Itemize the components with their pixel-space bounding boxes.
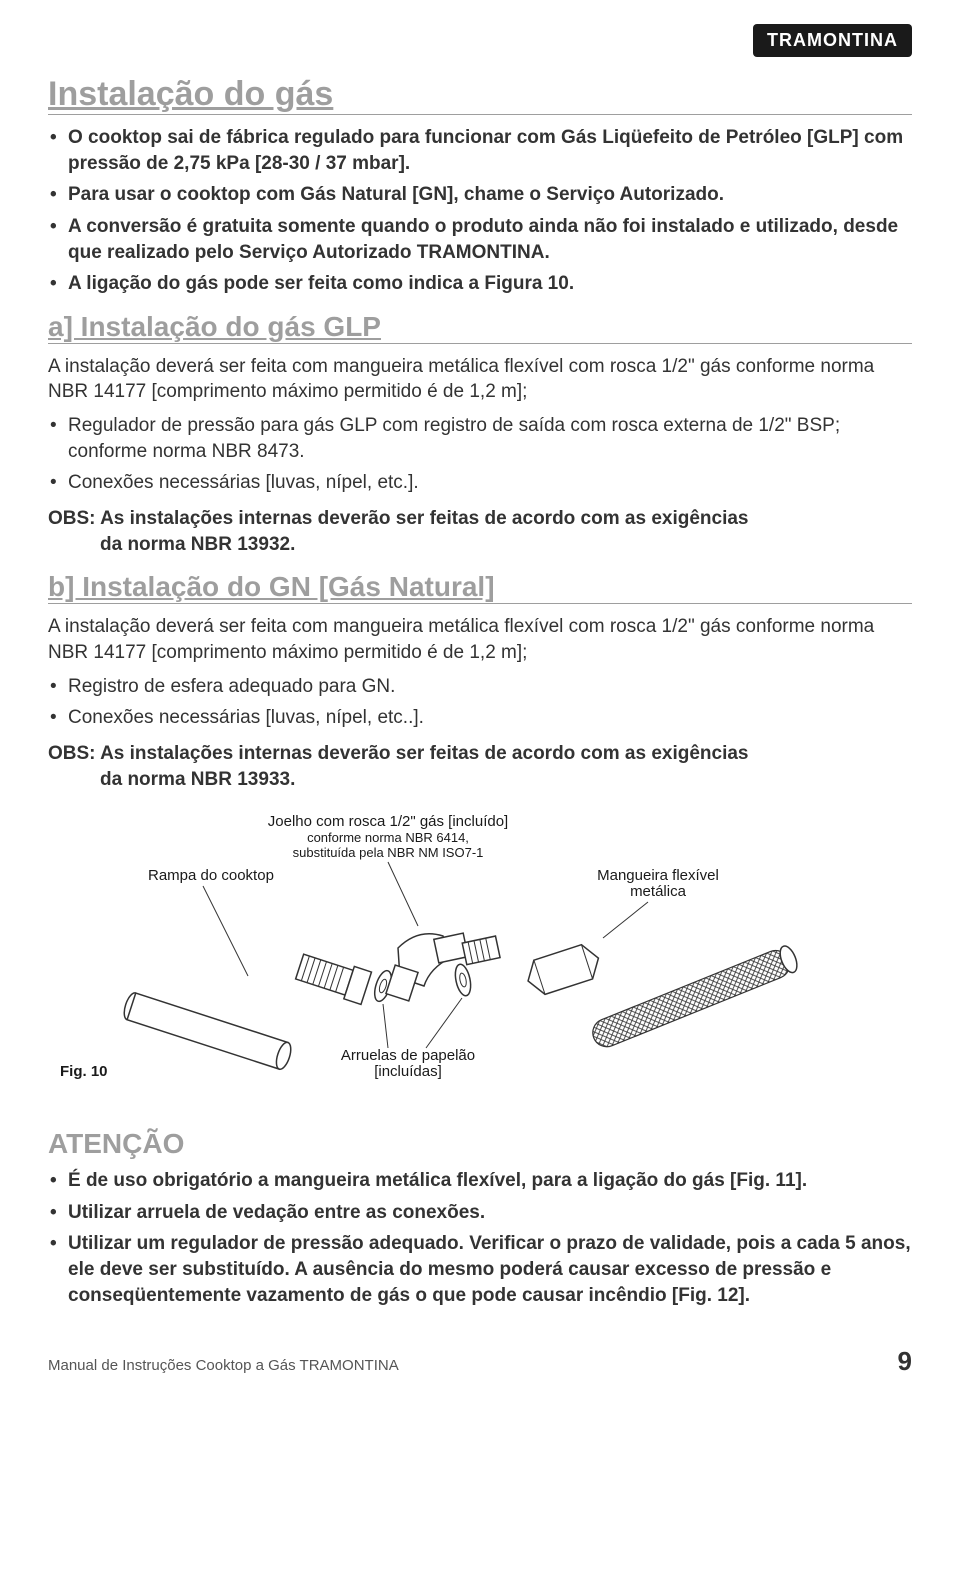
obs-text: OBS: As instalações internas deverão ser… <box>48 508 749 529</box>
figure-10: Joelho com rosca 1/2" gás [incluído] con… <box>48 808 912 1108</box>
section-b-lead: A instalação deverá ser feita com mangue… <box>48 614 912 665</box>
attention-item: Utilizar arruela de vedação entre as con… <box>48 1200 912 1226</box>
obs-text: OBS: As instalações internas deverão ser… <box>48 743 749 764</box>
label-elbow-sub: conforme norma NBR 6414, <box>307 830 469 845</box>
figure-10-diagram: Joelho com rosca 1/2" gás [incluído] con… <box>48 808 868 1108</box>
intro-list: O cooktop sai de fábrica regulado para f… <box>48 125 912 297</box>
page-title: Instalação do gás <box>48 75 912 115</box>
section-a-title: a] Instalação do gás GLP <box>48 311 912 344</box>
label-hose-sub: metálica <box>630 883 687 900</box>
intro-item: A conversão é gratuita somente quando o … <box>48 214 912 265</box>
section-b-title: b] Instalação do GN [Gás Natural] <box>48 571 912 604</box>
attention-item: É de uso obrigatório a mangueira metálic… <box>48 1168 912 1194</box>
label-washers: Arruelas de papelão <box>341 1047 475 1064</box>
attention-title: ATENÇÃO <box>48 1128 912 1160</box>
page-footer: Manual de Instruções Cooktop a Gás TRAMO… <box>48 1346 912 1377</box>
footer-text: Manual de Instruções Cooktop a Gás TRAMO… <box>48 1357 399 1374</box>
section-a-lead: A instalação deverá ser feita com mangue… <box>48 354 912 405</box>
section-a-item: Conexões necessárias [luvas, nípel, etc.… <box>48 470 912 496</box>
intro-item: O cooktop sai de fábrica regulado para f… <box>48 125 912 176</box>
page-number: 9 <box>898 1346 912 1377</box>
label-hose: Mangueira flexível <box>597 867 719 884</box>
section-b-obs: OBS: As instalações internas deverão ser… <box>48 741 912 792</box>
section-b-item: Registro de esfera adequado para GN. <box>48 674 912 700</box>
section-b-item: Conexões necessárias [luvas, nípel, etc.… <box>48 705 912 731</box>
attention-list: É de uso obrigatório a mangueira metálic… <box>48 1168 912 1308</box>
label-elbow: Joelho com rosca 1/2" gás [incluído] <box>268 813 508 830</box>
label-elbow-sub: substituída pela NBR NM ISO7-1 <box>293 845 484 860</box>
figure-caption: Fig. 10 <box>60 1063 108 1080</box>
attention-item: Utilizar um regulador de pressão adequad… <box>48 1231 912 1308</box>
label-washers-sub: [incluídas] <box>374 1063 442 1080</box>
section-a-obs: OBS: As instalações internas deverão ser… <box>48 506 912 557</box>
obs-text: da norma NBR 13933. <box>48 767 912 793</box>
brand-badge: TRAMONTINA <box>753 24 912 57</box>
obs-text: da norma NBR 13932. <box>48 532 912 558</box>
intro-item: A ligação do gás pode ser feita como ind… <box>48 271 912 297</box>
section-b-list: Registro de esfera adequado para GN. Con… <box>48 674 912 731</box>
section-a-item: Regulador de pressão para gás GLP com re… <box>48 413 912 464</box>
label-ramp: Rampa do cooktop <box>148 867 274 884</box>
intro-item: Para usar o cooktop com Gás Natural [GN]… <box>48 182 912 208</box>
section-a-list: Regulador de pressão para gás GLP com re… <box>48 413 912 496</box>
